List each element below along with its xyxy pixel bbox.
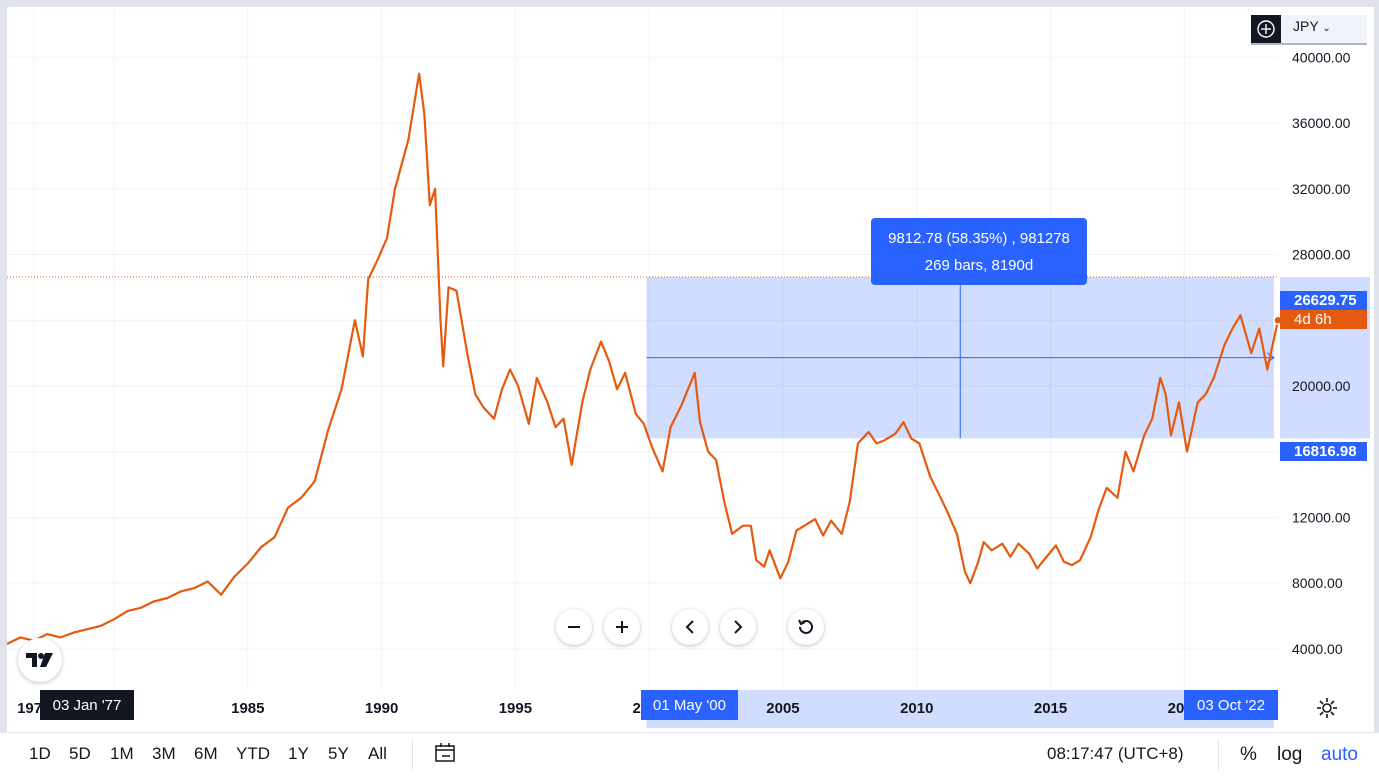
auto-toggle[interactable]: auto (1321, 744, 1358, 765)
series-line (6, 72, 1280, 645)
chevron-right-icon (734, 620, 743, 634)
x-tick-label: 1995 (499, 700, 532, 717)
currency-text: JPY (1293, 18, 1319, 34)
range-end-date-tag: 03 Oct '22 (1184, 690, 1278, 720)
range-3m-button[interactable]: 3M (152, 744, 176, 763)
measure-tooltip: 9812.78 (58.35%) , 981278 269 bars, 8190… (871, 218, 1087, 285)
countdown-tag: 4d 6h (1280, 310, 1367, 329)
scroll-left-button[interactable] (672, 609, 708, 645)
x-tick-label: 2010 (900, 700, 933, 717)
range-1d-button[interactable]: 1D (29, 744, 51, 763)
x-tick-label: 2005 (766, 700, 799, 717)
y-tick-label: 20000.00 (1292, 378, 1351, 394)
date-range-icon[interactable] (434, 742, 458, 769)
chart-grid (7, 8, 1278, 690)
toolbar-divider (1218, 740, 1219, 770)
measure-line1: 9812.78 (58.35%) , 981278 (888, 229, 1070, 247)
x-tick-label: 1990 (365, 700, 398, 717)
range-1m-button[interactable]: 1M (110, 744, 134, 763)
measure-line2: 269 bars, 8190d (924, 256, 1034, 274)
y-tick-label: 12000.00 (1292, 509, 1351, 525)
range-5d-button[interactable]: 5D (69, 744, 91, 763)
minus-icon (568, 626, 580, 628)
y-tick-label: 40000.00 (1292, 49, 1351, 65)
low-price-tag: 16816.98 (1280, 442, 1367, 461)
percent-toggle[interactable]: % (1240, 744, 1257, 765)
log-toggle[interactable]: log (1277, 744, 1303, 765)
y-tick-label: 8000.00 (1292, 575, 1343, 591)
bottom-toolbar (0, 732, 1379, 779)
y-tick-label: 4000.00 (1292, 641, 1343, 657)
y-tick-label: 28000.00 (1292, 247, 1351, 263)
chevron-left-icon (685, 620, 694, 634)
add-compare-icon[interactable] (1251, 15, 1281, 43)
range-all-button[interactable]: All (368, 744, 387, 763)
range-start-date-tag: 01 May '00 (641, 690, 738, 720)
y-tick-label: 36000.00 (1292, 115, 1351, 131)
measure-time-highlight (646, 690, 1274, 728)
zoom-in-button[interactable] (604, 609, 640, 645)
x-tick-label: 2015 (1034, 700, 1067, 717)
reset-icon (798, 619, 813, 634)
range-1y-button[interactable]: 1Y (288, 744, 309, 763)
last-price-tag: 26629.75 (1280, 291, 1367, 310)
range-ytd-button[interactable]: YTD (236, 744, 270, 763)
x-tick-label: 1985 (231, 700, 264, 717)
settings-gear-icon[interactable] (1316, 697, 1338, 724)
range-6m-button[interactable]: 6M (194, 744, 218, 763)
currency-selector[interactable]: JPY ⌄ (1251, 15, 1367, 45)
currency-label[interactable]: JPY ⌄ (1281, 15, 1367, 43)
toolbar-divider (412, 740, 413, 770)
zoom-out-button[interactable] (556, 609, 592, 645)
scroll-right-button[interactable] (720, 609, 756, 645)
tradingview-logo[interactable] (18, 638, 62, 682)
y-tick-label: 32000.00 (1292, 181, 1351, 197)
tv-logo-icon (26, 653, 53, 667)
clock-display[interactable]: 08:17:47 (UTC+8) (1047, 744, 1184, 763)
chevron-down-icon: ⌄ (1322, 23, 1331, 34)
cursor-date-tag: 03 Jan '77 (40, 690, 134, 720)
measure-tool (7, 276, 1370, 728)
range-5y-button[interactable]: 5Y (328, 744, 349, 763)
reset-chart-button[interactable] (788, 609, 824, 645)
chart-frame (7, 7, 1374, 778)
plus-icon (616, 621, 628, 633)
